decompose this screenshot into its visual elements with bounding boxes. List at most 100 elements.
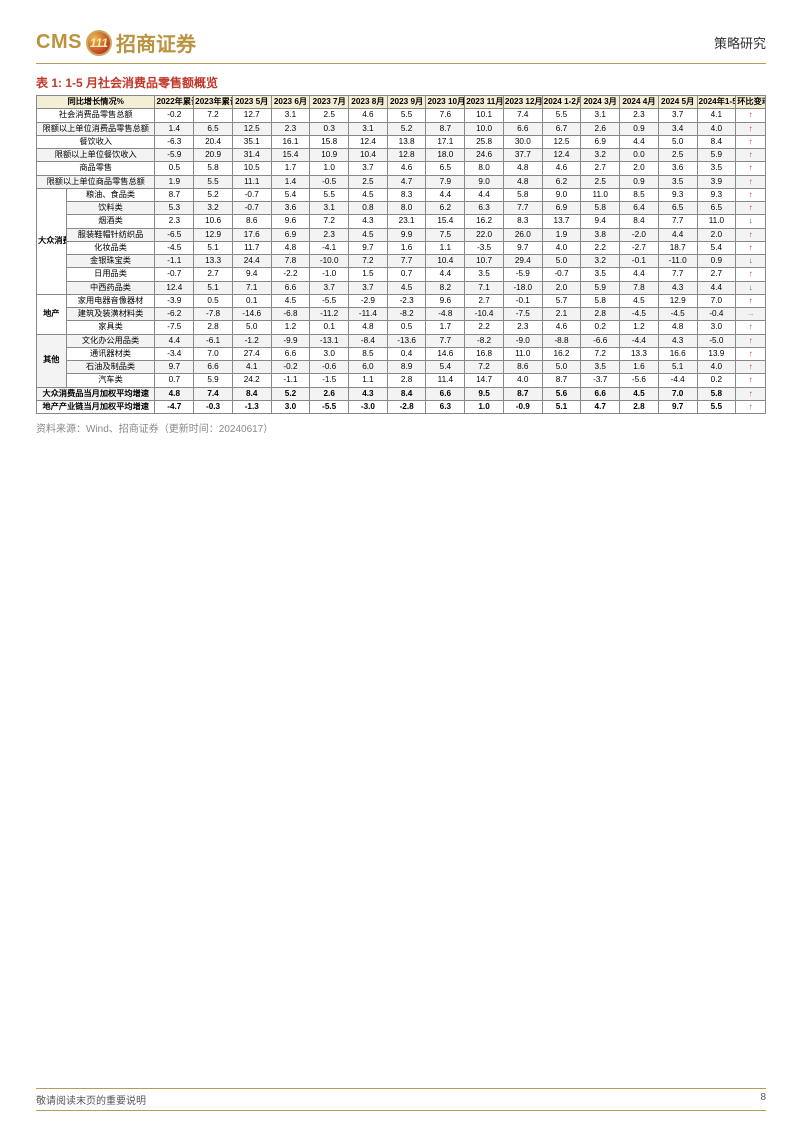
value-cell: 8.5 [620,188,659,201]
value-cell: 3.4 [658,122,697,135]
value-cell: 7.2 [581,347,620,360]
category-cell: 大众消费品 [37,188,67,294]
value-cell: 3.2 [194,202,233,215]
value-cell: 6.2 [542,175,581,188]
col-h: 2024 4月 [620,96,659,109]
value-cell: -0.7 [232,202,271,215]
arrow-up-icon: ↑ [736,241,766,254]
item-label: 建筑及装潢材料类 [66,308,155,321]
arrow-up-icon: ↑ [736,334,766,347]
value-cell: 0.2 [581,321,620,334]
col-h: 2024 1-2月 [542,96,581,109]
arrow-up-icon: ↑ [736,374,766,387]
value-cell: 9.5 [465,387,504,400]
value-cell: 17.1 [426,135,465,148]
value-cell: 5.4 [426,361,465,374]
value-cell: 22.0 [465,228,504,241]
table-row: 其他文化办公用品类4.4-6.1-1.2-9.9-13.1-8.4-13.67.… [37,334,766,347]
value-cell: 3.0 [271,400,310,413]
value-cell: 0.8 [349,202,388,215]
value-cell: -5.5 [310,400,349,413]
logo-circle-icon: 111 [86,30,112,56]
value-cell: 2.3 [620,109,659,122]
value-cell: 4.8 [658,321,697,334]
value-cell: 7.6 [426,109,465,122]
value-cell: -7.5 [503,308,542,321]
value-cell: 5.3 [155,202,194,215]
table-row: 服装鞋帽针纺织品-6.512.917.66.92.34.59.97.522.02… [37,228,766,241]
value-cell: 2.5 [581,175,620,188]
value-cell: 0.5 [155,162,194,175]
value-cell: 9.3 [697,188,736,201]
value-cell: -6.3 [155,135,194,148]
value-cell: 6.5 [697,202,736,215]
value-cell: 6.3 [465,202,504,215]
value-cell: 35.1 [232,135,271,148]
value-cell: 1.7 [271,162,310,175]
page-footer: 敬请阅读末页的重要说明 8 [36,1088,766,1111]
value-cell: 20.4 [194,135,233,148]
value-cell: 15.8 [310,135,349,148]
value-cell: -1.5 [310,374,349,387]
value-cell: 2.7 [194,268,233,281]
value-cell: 15.4 [271,149,310,162]
value-cell: 4.0 [542,241,581,254]
value-cell: -8.4 [349,334,388,347]
value-cell: 7.8 [271,255,310,268]
value-cell: -1.1 [271,374,310,387]
value-cell: 10.4 [426,255,465,268]
value-cell: 7.0 [194,347,233,360]
value-cell: 4.3 [658,334,697,347]
value-cell: 26.0 [503,228,542,241]
value-cell: 9.6 [426,294,465,307]
value-cell: -6.5 [155,228,194,241]
value-cell: 5.1 [542,400,581,413]
value-cell: 2.8 [581,308,620,321]
value-cell: 17.6 [232,228,271,241]
value-cell: 9.3 [658,188,697,201]
col-h: 2023 12月 [503,96,542,109]
value-cell: -0.7 [155,268,194,281]
value-cell: 7.7 [426,334,465,347]
value-cell: 3.0 [697,321,736,334]
value-cell: -2.8 [387,400,426,413]
arrow-up-icon: ↑ [736,294,766,307]
value-cell: 10.7 [465,255,504,268]
value-cell: -5.9 [503,268,542,281]
value-cell: 16.6 [658,347,697,360]
value-cell: 7.2 [465,361,504,374]
value-cell: 25.8 [465,135,504,148]
value-cell: 9.4 [581,215,620,228]
value-cell: 5.5 [194,175,233,188]
value-cell: 6.9 [542,202,581,215]
value-cell: 6.2 [426,202,465,215]
value-cell: 6.6 [194,361,233,374]
value-cell: 3.5 [697,162,736,175]
value-cell: 5.4 [697,241,736,254]
value-cell: 37.7 [503,149,542,162]
value-cell: 4.4 [658,228,697,241]
value-cell: 8.2 [426,281,465,294]
company-name: 招商证券 [116,28,196,57]
table-row: 化妆品类-4.55.111.74.8-4.19.71.61.1-3.59.74.… [37,241,766,254]
value-cell: 1.9 [542,228,581,241]
value-cell: 4.7 [387,175,426,188]
value-cell: 6.6 [581,387,620,400]
arrow-down-icon: ↓ [736,255,766,268]
value-cell: 5.8 [697,387,736,400]
value-cell: 16.1 [271,135,310,148]
value-cell: 5.1 [658,361,697,374]
value-cell: 5.7 [542,294,581,307]
table-row: 石油及制品类9.76.64.1-0.2-0.66.08.95.47.28.65.… [37,361,766,374]
value-cell: 31.4 [232,149,271,162]
arrow-up-icon: ↑ [736,228,766,241]
value-cell: 3.1 [349,122,388,135]
item-label: 饮料类 [66,202,155,215]
summary-row: 地产产业链当月加权平均增速-4.7-0.3-1.33.0-5.5-3.0-2.8… [37,400,766,413]
value-cell: 0.9 [697,255,736,268]
table-row: 金银珠宝类-1.113.324.47.8-10.07.27.710.410.72… [37,255,766,268]
value-cell: 7.0 [697,294,736,307]
value-cell: -0.6 [310,361,349,374]
value-cell: -11.2 [310,308,349,321]
value-cell: 10.0 [465,122,504,135]
